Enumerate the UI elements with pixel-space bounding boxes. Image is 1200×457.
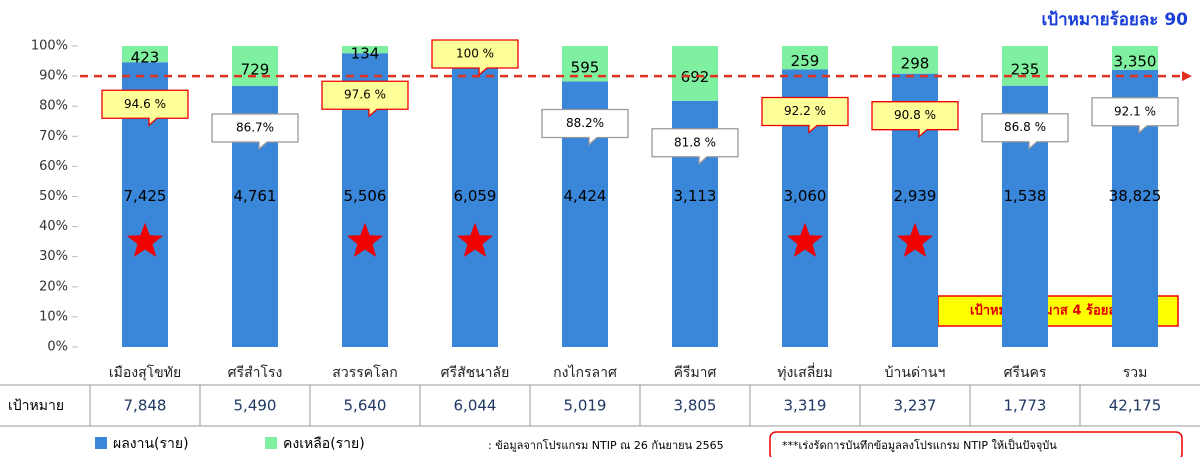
table-cell: 1,773 [1004,397,1047,415]
bar-segment [1112,46,1158,70]
count-label: 1,538 [1004,187,1047,205]
x-tick-label: สวรรคโลก [332,364,397,381]
star [786,222,824,257]
callout [871,101,959,139]
y-tick-label: 60% [39,159,68,174]
callout [211,113,299,151]
table-header: เป้าหมาย [8,398,64,414]
bar-segment [342,46,388,54]
count-label: 38,825 [1109,187,1162,205]
bar-segment [122,46,168,63]
y-tick-label: 40% [39,219,68,234]
count-label: 4,761 [234,187,277,205]
count-label: 5,506 [344,187,387,205]
bar-segment [1002,46,1048,86]
percent-label: 88.2% [566,116,604,130]
callout [101,89,189,127]
legend-swatch [95,437,107,449]
target-arrow [1182,71,1192,82]
y-tick-label: 10% [39,309,68,324]
count-label: 7,425 [124,187,167,205]
count-label: 729 [241,61,270,79]
count-label: 2,939 [894,187,937,205]
x-tick-label: ทุ่งเสลี่ยม [777,363,832,381]
urgent-note: ***เร่งรัดการบันทึกข้อมูลลงโปรแกรม NTIP … [782,438,1057,452]
legend-swatch [265,437,277,449]
table-cell: 7,848 [124,397,167,415]
table-cell: 3,319 [784,397,827,415]
star [346,222,384,257]
count-label: 423 [131,49,160,67]
percent-label: 81.8 % [674,135,716,149]
legend-label: ผลงาน(ราย) [113,436,189,452]
bar-segment [232,46,278,87]
source-note: : ข้อมูลจากโปรแกรม NTIP ณ 26 กันยายน 256… [488,438,724,452]
y-tick-label: 100% [31,39,68,54]
star [896,222,934,257]
percent-label: 90.8 % [894,108,936,122]
y-tick-label: 50% [39,189,68,204]
x-tick-label: กงไกรลาศ [553,364,617,381]
table-cell: 5,019 [564,397,607,415]
x-tick-label: บ้านด่านฯ [885,365,946,381]
percent-label: 94.6 % [124,97,166,111]
callout [1091,97,1179,135]
legend-label: คงเหลือ(ราย) [283,436,365,452]
chart-title: เป้าหมายร้อยละ 90 [1042,10,1189,30]
count-label: 298 [901,54,930,72]
count-label: 235 [1011,60,1040,78]
count-label: 692 [681,68,710,86]
count-label: 3,113 [674,187,717,205]
table-cell: 5,640 [344,397,387,415]
percent-label: 97.6 % [344,88,386,102]
count-label: 6,059 [454,187,497,205]
percent-label: 86.7% [236,121,274,135]
x-tick-label: คีรีมาศ [674,365,717,381]
callout [651,128,739,166]
table-cell: 42,175 [1109,397,1162,415]
count-label: 3,350 [1114,52,1157,70]
callout [981,113,1069,151]
count-label: 4,424 [564,187,607,205]
table-cell: 6,044 [454,397,497,415]
count-label: 259 [791,52,820,70]
x-tick-label: เมืองสุโขทัย [109,364,181,381]
y-tick-label: 30% [39,249,68,264]
bar-segment [672,46,718,101]
table-cell: 3,237 [894,397,937,415]
x-tick-label: รวม [1123,365,1148,381]
count-label: 595 [571,58,600,76]
bar-segment [892,46,938,74]
table-cell: 3,805 [674,397,717,415]
callout [431,39,519,77]
y-tick-label: 90% [39,69,68,84]
percent-label: 92.2 % [784,104,826,118]
x-tick-label: ศรีสัชนาลัย [441,365,510,381]
percent-label: 92.1 % [1114,104,1156,118]
percent-label: 100 % [456,47,494,61]
y-tick-label: 70% [39,129,68,144]
y-tick-label: 80% [39,99,68,114]
x-tick-label: ศรีสำโรง [228,364,283,381]
y-tick-label: 0% [47,340,68,355]
urgent-box [769,431,1183,457]
callout [321,80,409,118]
x-tick-label: ศรีนคร [1004,365,1047,381]
table-cell: 5,490 [234,397,277,415]
callout [761,96,849,134]
bar-segment [782,46,828,70]
star [126,222,164,257]
count-label: 3,060 [784,187,827,205]
y-tick-label: 20% [39,279,68,294]
percent-label: 86.8 % [1004,120,1046,134]
bar-segment [452,46,498,347]
callout [541,108,629,146]
star [456,222,494,257]
count-label: 134 [351,45,380,63]
